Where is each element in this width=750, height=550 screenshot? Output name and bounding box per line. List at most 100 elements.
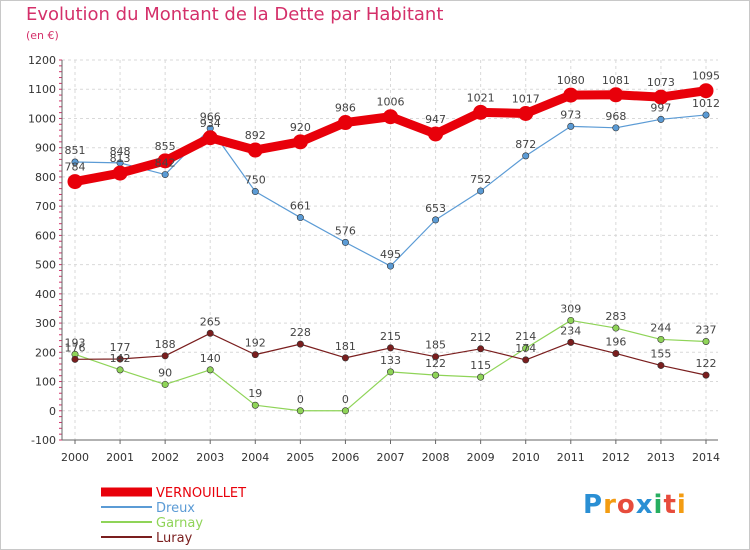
data-point — [657, 335, 665, 343]
legend-label-vernouillet: VERNOUILLET — [156, 486, 246, 501]
data-label: 968 — [605, 110, 626, 123]
data-point — [657, 115, 665, 123]
data-label: 177 — [110, 341, 131, 354]
data-label: 661 — [290, 200, 311, 213]
legend-label-luray: Luray — [156, 531, 193, 546]
data-point — [116, 355, 124, 363]
data-label: 892 — [245, 129, 266, 142]
data-point — [612, 349, 620, 357]
data-label: 90 — [158, 366, 172, 379]
data-label: 848 — [110, 145, 131, 158]
data-label: 265 — [200, 315, 221, 328]
data-point — [337, 115, 353, 131]
data-point — [251, 188, 259, 196]
data-point — [386, 368, 394, 376]
y-tick-label: 700 — [35, 200, 56, 213]
data-point — [341, 354, 349, 362]
logo-letter: i — [676, 490, 687, 520]
data-label: 115 — [470, 359, 491, 372]
data-point — [161, 380, 169, 388]
data-label: 986 — [335, 102, 356, 115]
data-point — [116, 366, 124, 374]
data-point — [292, 134, 308, 150]
logo-letter: r — [603, 490, 617, 520]
legend-label-dreux: Dreux — [156, 501, 195, 516]
data-point — [518, 105, 534, 121]
x-tick-label: 2014 — [692, 451, 720, 464]
x-tick-label: 2006 — [331, 451, 359, 464]
y-tick-label: 400 — [35, 288, 56, 301]
data-point — [432, 216, 440, 224]
logo-letter: x — [635, 490, 654, 520]
y-tick-label: 300 — [35, 317, 56, 330]
data-point — [567, 338, 575, 346]
data-label: 1017 — [512, 92, 540, 105]
data-label: 973 — [560, 108, 581, 121]
y-tick-label: 500 — [35, 259, 56, 272]
data-point — [296, 340, 304, 348]
data-point — [296, 214, 304, 222]
y-tick-label: 100 — [35, 376, 56, 389]
data-label: 1095 — [692, 70, 720, 83]
y-tick-label: 1200 — [28, 54, 56, 67]
data-labels: 784 813 855 934 892 920 986 1006 947 1021 1017 1080… — [65, 70, 721, 406]
x-tick-label: 2004 — [241, 451, 269, 464]
data-label: 1073 — [647, 76, 675, 89]
data-label: 653 — [425, 202, 446, 215]
data-point — [702, 111, 710, 119]
data-label: 283 — [605, 310, 626, 323]
y-tick-label: 200 — [35, 346, 56, 359]
data-label: 1080 — [557, 74, 585, 87]
x-tick-label: 2012 — [602, 451, 630, 464]
data-label: 0 — [342, 393, 349, 406]
data-label: 181 — [335, 340, 356, 353]
legend-label-garnay: Garnay — [156, 516, 203, 531]
data-point — [432, 371, 440, 379]
data-point — [563, 87, 579, 103]
data-label: 122 — [425, 357, 446, 370]
data-label: 188 — [155, 338, 176, 351]
x-tick-label: 2007 — [377, 451, 405, 464]
data-point — [251, 401, 259, 409]
y-tick-label: 900 — [35, 142, 56, 155]
data-label: 920 — [290, 121, 311, 134]
data-label: 855 — [155, 140, 176, 153]
data-label: 750 — [245, 174, 266, 187]
data-label: 122 — [696, 357, 717, 370]
data-point — [341, 238, 349, 246]
logo-letter: t — [663, 490, 677, 520]
data-point — [477, 187, 485, 195]
data-point — [657, 361, 665, 369]
proxiti-logo: Proxiti — [583, 490, 687, 520]
data-point — [71, 355, 79, 363]
data-point — [202, 130, 218, 146]
data-label: 842 — [155, 157, 176, 170]
data-point — [386, 262, 394, 270]
x-tick-label: 2013 — [647, 451, 675, 464]
chart-title: Evolution du Montant de la Dette par Hab… — [26, 4, 444, 25]
data-label: 142 — [110, 352, 131, 365]
data-label: 784 — [65, 161, 86, 174]
data-label: 185 — [425, 339, 446, 352]
axes: -100010020030040050060070080090010001100… — [28, 54, 720, 464]
y-tick-label: 800 — [35, 171, 56, 184]
data-label: 1012 — [692, 97, 720, 110]
data-label: 196 — [605, 335, 626, 348]
y-tick-label: 1100 — [28, 83, 56, 96]
data-point — [383, 109, 398, 125]
data-point — [161, 171, 169, 179]
data-label: 309 — [560, 302, 581, 315]
logo-letter: i — [653, 490, 664, 520]
x-tick-label: 2000 — [61, 451, 89, 464]
data-point — [608, 87, 624, 103]
data-label: 155 — [650, 347, 671, 360]
data-label: 1021 — [467, 91, 495, 104]
data-label: 133 — [380, 354, 401, 367]
data-label: 872 — [515, 138, 536, 151]
logo-letter: P — [583, 490, 604, 520]
data-label: 934 — [200, 117, 221, 130]
data-label: 193 — [65, 336, 86, 349]
data-label: 212 — [470, 331, 491, 344]
data-label: 813 — [110, 152, 131, 165]
